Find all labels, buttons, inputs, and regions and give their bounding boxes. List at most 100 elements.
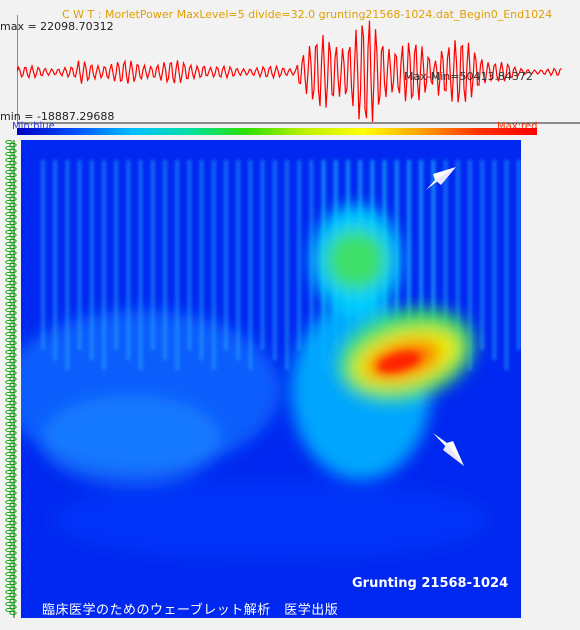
- harmonic-stripe: [297, 160, 302, 350]
- harmonic-stripe: [492, 160, 497, 360]
- scale-marker: [9, 382, 17, 388]
- scale-marker: [9, 298, 17, 304]
- scale-marker: [5, 499, 13, 505]
- waveform-plot: [17, 15, 580, 125]
- scale-marker: [9, 418, 17, 424]
- scale-marker: [9, 394, 17, 400]
- scale-marker: [5, 331, 13, 337]
- scale-marker: [5, 541, 13, 547]
- scale-marker: [5, 187, 13, 193]
- scale-marker: [9, 262, 17, 268]
- scale-marker: [5, 397, 13, 403]
- scale-marker: [9, 376, 17, 382]
- scale-marker: [5, 421, 13, 427]
- scale-marker: [9, 292, 17, 298]
- scale-marker: [9, 196, 17, 202]
- scale-marker: [5, 469, 13, 475]
- colorbar-min-label: Min:blue: [12, 121, 55, 132]
- scale-marker: [9, 370, 17, 376]
- scale-marker: [5, 403, 13, 409]
- scale-marker: [9, 238, 17, 244]
- scale-marker: [9, 190, 17, 196]
- scale-marker: [9, 232, 17, 238]
- scale-marker: [5, 205, 13, 211]
- scale-marker: [5, 313, 13, 319]
- scale-marker: [5, 553, 13, 559]
- scale-marker: [9, 202, 17, 208]
- scale-marker: [9, 364, 17, 370]
- scale-marker: [5, 343, 13, 349]
- scale-marker: [5, 445, 13, 451]
- scale-marker: [5, 523, 13, 529]
- harmonic-stripe: [65, 160, 70, 370]
- scale-marker: [5, 373, 13, 379]
- scale-marker: [5, 229, 13, 235]
- scale-marker: [5, 493, 13, 499]
- scale-marker: [5, 241, 13, 247]
- scale-marker: [9, 478, 17, 484]
- harmonic-stripe: [455, 160, 460, 360]
- scale-marker: [5, 277, 13, 283]
- scale-marker: [9, 508, 17, 514]
- scale-marker: [5, 475, 13, 481]
- scale-marker: [5, 571, 13, 577]
- scale-marker: [5, 379, 13, 385]
- harmonic-stripe: [480, 160, 485, 350]
- scale-marker: [5, 247, 13, 253]
- scale-marker: [9, 286, 17, 292]
- scale-marker: [5, 427, 13, 433]
- scale-marker: [5, 367, 13, 373]
- harmonic-stripe: [443, 160, 448, 350]
- scale-marker: [9, 358, 17, 364]
- scale-marker: [5, 487, 13, 493]
- scale-marker: [9, 526, 17, 532]
- scale-marker: [9, 484, 17, 490]
- colorbar-max-label: Max:red: [497, 121, 538, 132]
- scale-marker: [9, 316, 17, 322]
- scale-marker: [9, 586, 17, 592]
- scale-marker: [9, 598, 17, 604]
- scale-marker: [9, 406, 17, 412]
- scale-marker: [5, 169, 13, 175]
- scale-marker: [5, 283, 13, 289]
- scale-marker: [9, 400, 17, 406]
- scale-marker: [5, 199, 13, 205]
- scale-marker: [5, 193, 13, 199]
- harmonic-stripe: [236, 160, 241, 360]
- scale-marker: [5, 481, 13, 487]
- harmonic-stripe: [285, 160, 289, 370]
- scale-marker: [9, 580, 17, 586]
- harmonic-stripe: [41, 160, 45, 350]
- scale-marker: [9, 340, 17, 346]
- scale-marker: [9, 334, 17, 340]
- scale-marker: [5, 415, 13, 421]
- scale-marker: [5, 181, 13, 187]
- min-value-label: min = -18887.29688: [0, 110, 115, 123]
- harmonic-stripe: [126, 160, 131, 360]
- scale-marker: [5, 559, 13, 565]
- scale-marker: [9, 328, 17, 334]
- scale-marker: [5, 517, 13, 523]
- recording-caption: Grunting 21568-1024: [352, 576, 509, 591]
- harmonic-stripe: [114, 160, 119, 350]
- harmonic-stripe: [407, 160, 411, 350]
- harmonic-stripe: [516, 160, 521, 350]
- scale-marker: [5, 163, 13, 169]
- harmonic-stripe: [89, 160, 94, 360]
- scale-marker: [5, 505, 13, 511]
- harmonic-stripe: [187, 160, 192, 350]
- waveform-line: [17, 20, 562, 123]
- scale-marker: [9, 352, 17, 358]
- scale-marker: [5, 409, 13, 415]
- scale-level-rail: [0, 139, 20, 618]
- scale-marker: [5, 271, 13, 277]
- scale-marker: [9, 454, 17, 460]
- scale-marker: [5, 307, 13, 313]
- harmonic-stripe: [102, 160, 106, 370]
- scale-marker: [9, 148, 17, 154]
- scale-marker: [5, 289, 13, 295]
- harmonic-stripe: [163, 160, 167, 360]
- max-min-range-label: Max-Min=50413.84372: [404, 70, 533, 83]
- scale-marker: [5, 439, 13, 445]
- scale-marker: [5, 145, 13, 151]
